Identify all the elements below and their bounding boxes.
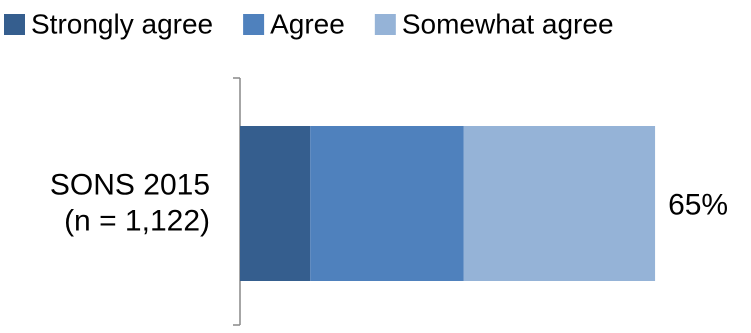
category-axis <box>233 77 241 326</box>
bar-segment <box>463 126 656 281</box>
total-label: 65% <box>668 188 728 221</box>
legend-swatch <box>4 14 25 35</box>
legend-label: Strongly agree <box>31 8 213 39</box>
legend-label: Agree <box>270 8 345 39</box>
legend-label: Somewhat agree <box>402 8 614 39</box>
bar-segment <box>310 126 464 281</box>
bar-segment <box>240 126 311 281</box>
legend-swatch <box>374 14 396 35</box>
category-label: (n = 1,122) <box>64 204 210 237</box>
category-label: SONS 2015 <box>50 168 210 201</box>
legend-swatch <box>243 14 265 35</box>
